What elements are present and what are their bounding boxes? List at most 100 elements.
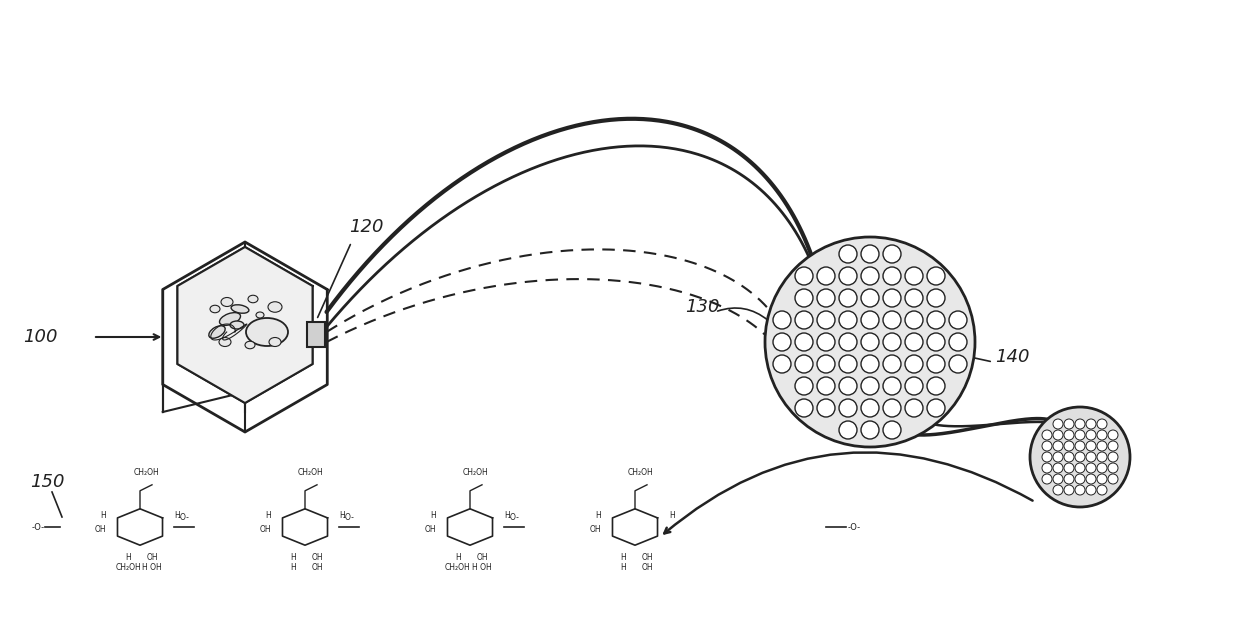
Text: CH₂OH: CH₂OH: [115, 563, 141, 572]
Circle shape: [905, 289, 923, 307]
Circle shape: [765, 237, 975, 447]
Circle shape: [905, 333, 923, 351]
Text: 120: 120: [350, 218, 383, 236]
Text: 140: 140: [994, 348, 1029, 366]
Circle shape: [1042, 474, 1052, 484]
Circle shape: [883, 289, 901, 307]
Circle shape: [1053, 452, 1063, 462]
Circle shape: [883, 333, 901, 351]
Circle shape: [1064, 419, 1074, 429]
Circle shape: [839, 333, 857, 351]
Circle shape: [1075, 463, 1085, 473]
Circle shape: [861, 355, 879, 373]
Circle shape: [905, 311, 923, 329]
Circle shape: [928, 311, 945, 329]
Circle shape: [817, 377, 835, 395]
Circle shape: [861, 289, 879, 307]
Circle shape: [1109, 441, 1118, 451]
Circle shape: [1075, 452, 1085, 462]
Text: CH₂OH: CH₂OH: [133, 468, 159, 477]
Ellipse shape: [231, 304, 249, 313]
Text: -O-: -O-: [847, 522, 861, 531]
Ellipse shape: [219, 338, 231, 347]
Text: -O-: -O-: [179, 513, 190, 522]
Circle shape: [1109, 474, 1118, 484]
Text: -O-: -O-: [508, 513, 520, 522]
Circle shape: [905, 267, 923, 285]
Circle shape: [883, 377, 901, 395]
Text: CH₂OH: CH₂OH: [463, 468, 489, 477]
Ellipse shape: [229, 321, 244, 329]
Text: H OH: H OH: [143, 563, 162, 572]
Ellipse shape: [246, 341, 255, 348]
Text: H: H: [503, 510, 510, 520]
Circle shape: [839, 311, 857, 329]
Circle shape: [905, 377, 923, 395]
Circle shape: [817, 399, 835, 417]
Text: H: H: [100, 510, 105, 520]
Text: OH: OH: [146, 553, 157, 562]
Circle shape: [1042, 430, 1052, 440]
Circle shape: [1053, 474, 1063, 484]
Text: CH₂OH: CH₂OH: [629, 468, 653, 477]
Circle shape: [817, 333, 835, 351]
Circle shape: [1097, 419, 1107, 429]
Circle shape: [1075, 430, 1085, 440]
Circle shape: [1075, 419, 1085, 429]
Circle shape: [883, 421, 901, 439]
Circle shape: [1097, 485, 1107, 495]
Circle shape: [817, 289, 835, 307]
Circle shape: [928, 399, 945, 417]
Circle shape: [861, 267, 879, 285]
Circle shape: [949, 311, 967, 329]
Text: H OH: H OH: [472, 563, 492, 572]
Circle shape: [1064, 430, 1074, 440]
Text: H: H: [670, 510, 675, 520]
Text: OH: OH: [311, 563, 322, 572]
Ellipse shape: [248, 296, 258, 303]
Circle shape: [1053, 441, 1063, 451]
Circle shape: [861, 245, 879, 263]
Circle shape: [817, 311, 835, 329]
Circle shape: [1053, 463, 1063, 473]
Circle shape: [795, 289, 813, 307]
Ellipse shape: [221, 297, 233, 306]
Text: H: H: [620, 553, 626, 562]
Circle shape: [1064, 485, 1074, 495]
Text: CH₂OH: CH₂OH: [445, 563, 471, 572]
Circle shape: [1042, 463, 1052, 473]
Text: OH: OH: [476, 553, 487, 562]
Circle shape: [1109, 430, 1118, 440]
Text: CH₂OH: CH₂OH: [298, 468, 324, 477]
Circle shape: [1064, 452, 1074, 462]
Text: H: H: [174, 510, 180, 520]
Text: OH: OH: [311, 553, 322, 562]
Circle shape: [1064, 463, 1074, 473]
Circle shape: [905, 399, 923, 417]
FancyBboxPatch shape: [306, 322, 325, 347]
Circle shape: [795, 355, 813, 373]
Text: OH: OH: [424, 524, 436, 534]
Circle shape: [928, 333, 945, 351]
Circle shape: [928, 377, 945, 395]
Ellipse shape: [210, 305, 219, 313]
Circle shape: [883, 355, 901, 373]
Circle shape: [1075, 474, 1085, 484]
Text: -O-: -O-: [343, 513, 355, 522]
Circle shape: [1097, 430, 1107, 440]
Circle shape: [1097, 452, 1107, 462]
Circle shape: [861, 421, 879, 439]
Circle shape: [1097, 441, 1107, 451]
Circle shape: [773, 333, 791, 351]
Circle shape: [1109, 452, 1118, 462]
Circle shape: [795, 399, 813, 417]
Circle shape: [1086, 452, 1096, 462]
Circle shape: [1075, 441, 1085, 451]
Text: 130: 130: [684, 298, 719, 316]
Circle shape: [883, 245, 901, 263]
Circle shape: [928, 355, 945, 373]
Circle shape: [1086, 441, 1096, 451]
Circle shape: [839, 377, 857, 395]
Circle shape: [839, 421, 857, 439]
Text: OH: OH: [641, 553, 652, 562]
